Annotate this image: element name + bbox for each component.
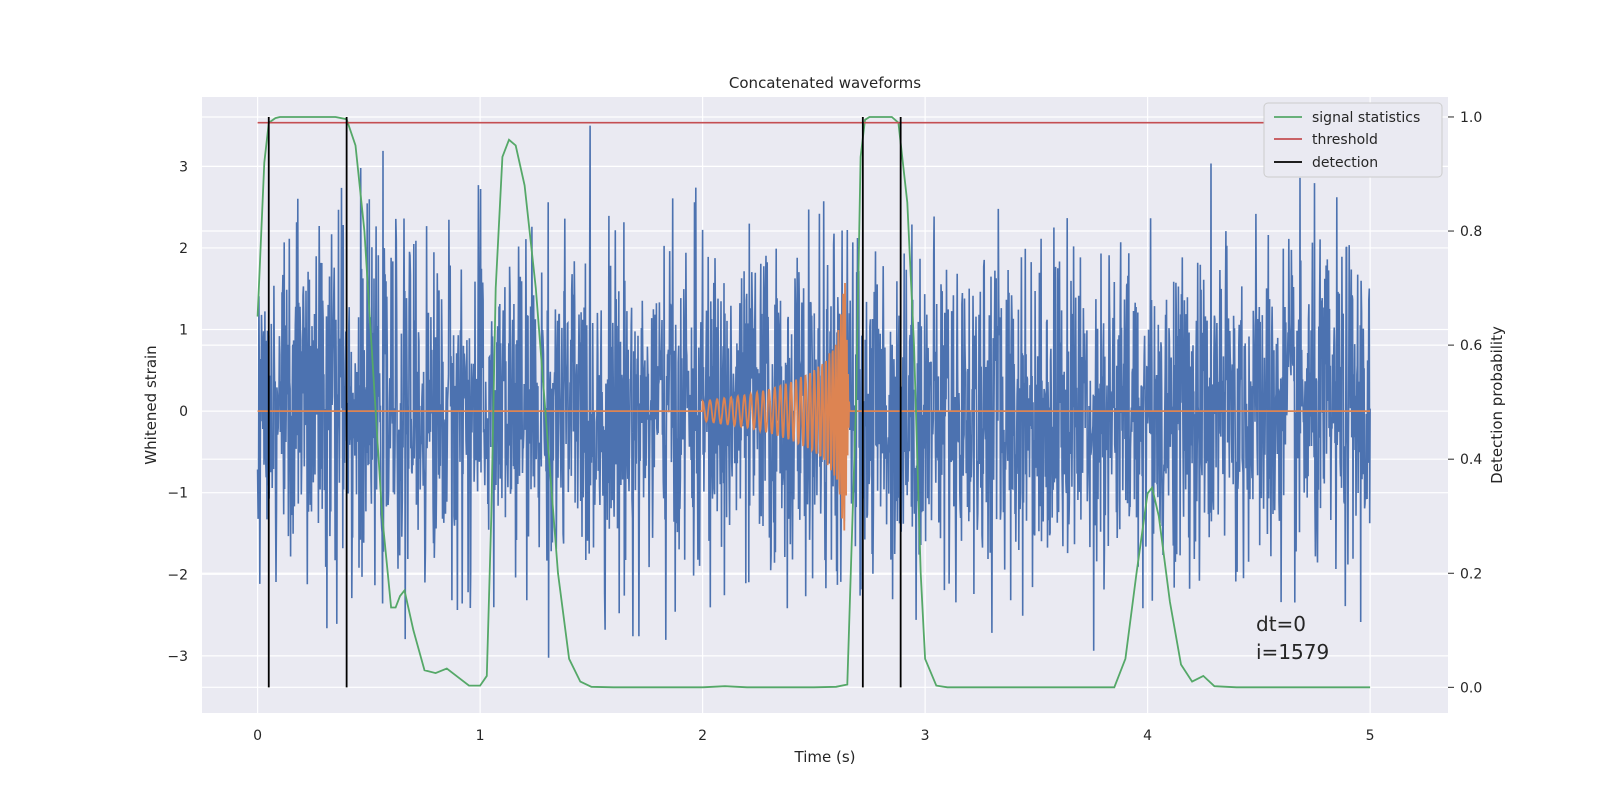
y-tick-label-left: −1 bbox=[167, 486, 188, 502]
legend: signal statistics threshold detection bbox=[1263, 102, 1443, 178]
tick-labels: 0 1 2 3 4 5 −3 −2 −1 0 1 2 3 0.0 0.2 0.4 0.6 0.8 1.0 bbox=[167, 110, 1482, 744]
y-tick-label-left: −2 bbox=[167, 567, 188, 583]
plot-area bbox=[256, 116, 1371, 689]
y-tick-label-right: 0.4 bbox=[1460, 452, 1482, 468]
legend-label-signal-statistics: signal statistics bbox=[1312, 110, 1420, 126]
y-tick-label-right: 0.2 bbox=[1460, 566, 1482, 582]
x-axis-label: Time (s) bbox=[794, 748, 856, 766]
y-tick-label-left: 0 bbox=[179, 404, 188, 420]
x-tick-label: 1 bbox=[476, 728, 485, 744]
x-tick-label: 0 bbox=[253, 728, 262, 744]
signal-statistics-line bbox=[256, 116, 1371, 689]
legend-label-threshold: threshold bbox=[1312, 132, 1378, 148]
y-tick-label-left: 3 bbox=[179, 159, 188, 175]
legend-box bbox=[1263, 102, 1443, 178]
chart-title: Concatenated waveforms bbox=[729, 74, 921, 92]
y-axis-label-right: Detection probability bbox=[1488, 326, 1506, 484]
y-axis-label-left: Whitened strain bbox=[142, 345, 160, 464]
y-tick-label-left: −3 bbox=[167, 649, 188, 665]
x-tick-label: 5 bbox=[1366, 728, 1375, 744]
x-tick-label: 4 bbox=[1143, 728, 1152, 744]
y-tick-label-right: 0.6 bbox=[1460, 338, 1482, 354]
x-tick-label: 2 bbox=[698, 728, 707, 744]
y-tick-label-left: 1 bbox=[179, 323, 188, 339]
annotation-dt: dt=0 bbox=[1256, 612, 1306, 636]
y-tick-label-right: 0.8 bbox=[1460, 224, 1482, 240]
y-tick-label-right: 1.0 bbox=[1460, 110, 1482, 126]
strain-series-line bbox=[256, 125, 1371, 658]
annotation-index: i=1579 bbox=[1256, 640, 1329, 664]
y-tick-label-left: 2 bbox=[179, 241, 188, 257]
injected-waveform-line bbox=[257, 282, 1371, 531]
legend-label-detection: detection bbox=[1312, 155, 1378, 171]
y-tick-label-right: 0.0 bbox=[1460, 680, 1482, 696]
x-tick-label: 3 bbox=[921, 728, 930, 744]
